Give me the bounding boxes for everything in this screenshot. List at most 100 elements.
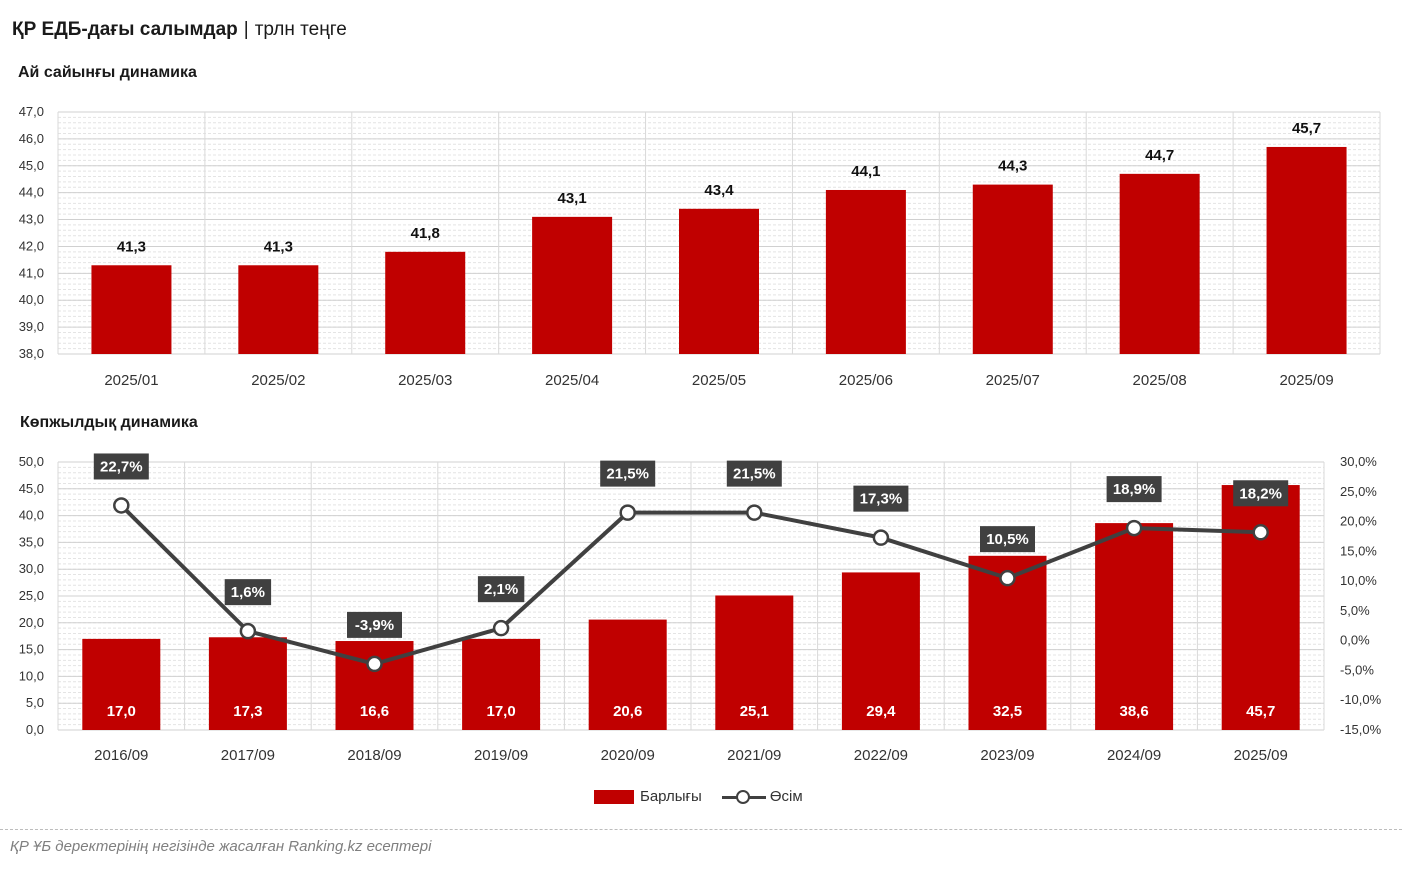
data-label: 43,1 bbox=[558, 190, 587, 207]
y-tick-label: 40,0 bbox=[19, 292, 44, 307]
bar bbox=[532, 216, 613, 354]
growth-label: 2,1% bbox=[484, 581, 518, 598]
x-tick-label: 2025/04 bbox=[545, 372, 599, 389]
growth-label: -3,9% bbox=[355, 617, 394, 634]
legend-bar-label: Барлығы bbox=[640, 788, 702, 805]
x-tick-label: 2017/09 bbox=[221, 747, 275, 764]
x-tick-label: 2025/03 bbox=[398, 372, 452, 389]
bar bbox=[679, 208, 759, 354]
x-tick-label: 2025/01 bbox=[104, 372, 158, 389]
growth-label-box bbox=[224, 579, 272, 606]
growth-label-box bbox=[980, 526, 1035, 553]
y-tick-label: 20,0 bbox=[19, 615, 44, 630]
title-text: ҚР ЕДБ-дағы салымдар bbox=[12, 19, 238, 40]
y-tick-label: 45,0 bbox=[19, 158, 44, 173]
y-tick-label: 44,0 bbox=[19, 185, 44, 200]
y-tick-label: 46,0 bbox=[19, 131, 44, 146]
growth-label: 21,5% bbox=[733, 466, 776, 483]
growth-point bbox=[1125, 519, 1143, 537]
x-tick-label: 2025/06 bbox=[839, 372, 893, 389]
x-tick-label: 2023/09 bbox=[980, 747, 1034, 764]
bar bbox=[825, 189, 906, 354]
y2-tick-label: -10,0% bbox=[1340, 692, 1382, 707]
growth-label: 17,3% bbox=[860, 491, 903, 508]
growth-label-box bbox=[477, 576, 525, 603]
y-tick-label: 41,0 bbox=[19, 265, 44, 280]
growth-point bbox=[619, 504, 636, 521]
bar bbox=[841, 572, 920, 730]
growth-point bbox=[113, 497, 130, 514]
growth-point bbox=[492, 619, 510, 637]
data-label: 45,7 bbox=[1292, 120, 1321, 137]
y2-tick-label: 15,0% bbox=[1340, 543, 1377, 558]
legend-line-icon bbox=[721, 789, 766, 804]
footer-divider bbox=[0, 829, 1402, 830]
y2-tick-label: -15,0% bbox=[1340, 722, 1382, 737]
y2-tick-label: -5,0% bbox=[1340, 662, 1374, 677]
data-label: 41,3 bbox=[264, 238, 293, 255]
x-tick-label: 2025/08 bbox=[1133, 372, 1187, 389]
x-tick-label: 2019/09 bbox=[474, 747, 528, 764]
chart-title: ҚР ЕДБ-дағы салымдар | трлн теңге bbox=[12, 19, 347, 41]
bar-value-label: 32,5 bbox=[993, 703, 1022, 720]
data-label: 44,7 bbox=[1145, 147, 1174, 164]
y-tick-label: 42,0 bbox=[19, 238, 44, 253]
x-tick-label: 2024/09 bbox=[1107, 747, 1161, 764]
growth-label: 10,5% bbox=[986, 531, 1029, 548]
y2-tick-label: 10,0% bbox=[1340, 573, 1377, 588]
bar bbox=[208, 637, 287, 730]
y-tick-label: 47,0 bbox=[19, 104, 44, 119]
y-tick-label: 15,0 bbox=[19, 642, 44, 657]
bar-value-label: 20,6 bbox=[613, 703, 642, 720]
y-tick-label: 0,0 bbox=[26, 722, 44, 737]
bar bbox=[1119, 173, 1200, 354]
x-tick-label: 2018/09 bbox=[347, 747, 401, 764]
growth-label-box bbox=[853, 485, 909, 512]
growth-label: 21,5% bbox=[606, 466, 649, 483]
x-tick-label: 2025/09 bbox=[1234, 747, 1288, 764]
growth-label-box bbox=[1106, 476, 1162, 503]
y-tick-label: 5,0 bbox=[26, 695, 44, 710]
y2-tick-label: 20,0% bbox=[1340, 514, 1377, 529]
bar-value-label: 38,6 bbox=[1119, 703, 1148, 720]
bar bbox=[1266, 146, 1347, 354]
y2-tick-label: 30,0% bbox=[1340, 454, 1377, 469]
title-unit: трлн теңге bbox=[254, 19, 347, 40]
data-label: 44,3 bbox=[998, 158, 1027, 175]
bar-value-label: 17,0 bbox=[486, 703, 515, 720]
x-tick-label: 2025/02 bbox=[251, 372, 305, 389]
bar bbox=[238, 265, 319, 354]
growth-point bbox=[999, 569, 1016, 587]
bar-value-label: 17,0 bbox=[107, 703, 136, 720]
data-label: 43,4 bbox=[704, 182, 734, 199]
x-tick-label: 2021/09 bbox=[727, 747, 781, 764]
y-tick-label: 40,0 bbox=[19, 508, 44, 523]
y-tick-label: 38,0 bbox=[19, 346, 44, 361]
bar bbox=[462, 638, 541, 730]
y-tick-label: 30,0 bbox=[19, 561, 44, 576]
bar-value-label: 45,7 bbox=[1246, 703, 1275, 720]
bar-value-label: 25,1 bbox=[740, 703, 769, 720]
growth-point bbox=[366, 655, 383, 673]
data-label: 44,1 bbox=[851, 163, 880, 180]
title-separator: | bbox=[243, 19, 249, 40]
bar bbox=[91, 265, 172, 354]
growth-label: 18,9% bbox=[1113, 481, 1156, 498]
monthly-chart-title: Ай сайынғы динамика bbox=[18, 64, 197, 81]
x-tick-label: 2025/09 bbox=[1279, 372, 1333, 389]
y-tick-label: 35,0 bbox=[19, 534, 44, 549]
legend-bar-swatch bbox=[594, 789, 634, 804]
growth-point bbox=[746, 504, 763, 521]
multiyear-combo-chart: 0,0 5,0 10,0 15,0 20,0 25,0 30,0 35,0 40,0 45,0 50… bbox=[19, 453, 1382, 764]
y-tick-label: 10,0 bbox=[19, 668, 44, 683]
y2-tick-label: 5,0% bbox=[1340, 603, 1370, 618]
data-label: 41,8 bbox=[411, 225, 440, 242]
monthly-bar-chart: 38,0 39,0 40,0 41,0 42,0 43,0 44,0 45,0 46,0 47,0… bbox=[19, 104, 1381, 389]
bar bbox=[385, 251, 466, 354]
multiyear-chart-title: Көпжылдық динамика bbox=[20, 414, 198, 431]
growth-point bbox=[872, 529, 890, 546]
x-tick-label: 2016/09 bbox=[94, 747, 148, 764]
y-tick-label: 43,0 bbox=[19, 212, 44, 227]
y-tick-label: 45,0 bbox=[19, 481, 44, 496]
y2-tick-label: 25,0% bbox=[1340, 484, 1377, 499]
